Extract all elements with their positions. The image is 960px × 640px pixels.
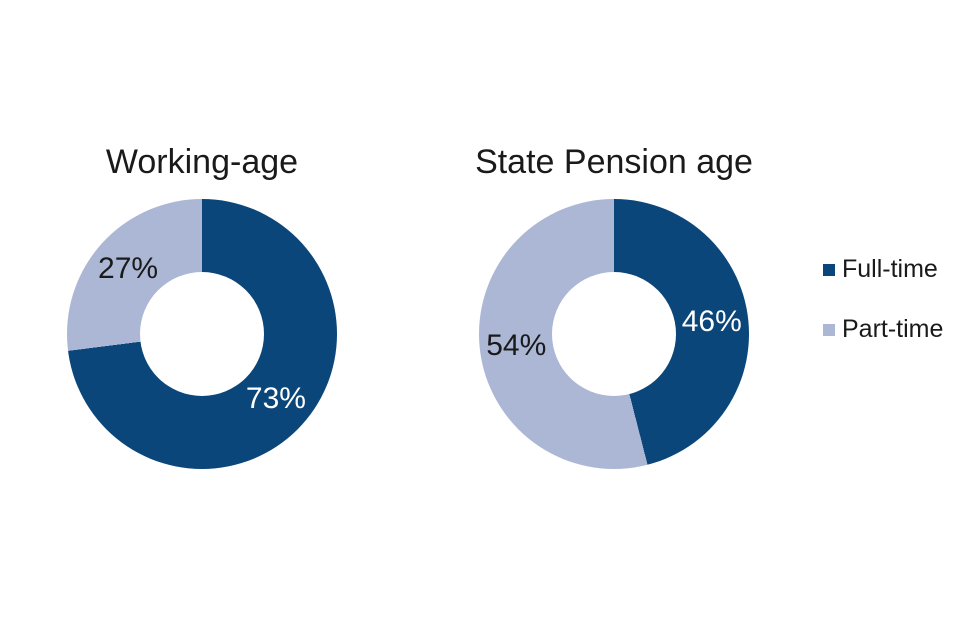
- legend-label-full-time: Full-time: [842, 255, 938, 283]
- legend-item-full-time: Full-time: [823, 257, 943, 282]
- donut-hole: [139, 272, 265, 397]
- donut-state-pension-age: 46% 54%: [479, 199, 749, 470]
- legend-label-part-time: Part-time: [842, 315, 944, 343]
- chart-title-state-pension-age: State Pension age: [475, 143, 753, 181]
- slice-label: 73%: [245, 382, 306, 416]
- slice-label: 27%: [98, 251, 159, 285]
- chart-title-working-age: Working-age: [105, 143, 299, 181]
- slice-label: 46%: [681, 304, 742, 338]
- full-time-swatch-icon: [823, 263, 835, 276]
- legend-item-part-time: Part-time: [823, 317, 943, 342]
- donut-working-age: 73% 27%: [67, 199, 337, 470]
- part-time-swatch-icon: [823, 323, 835, 336]
- donut-chart-working-age: Working-age 73% 27%: [67, 142, 337, 470]
- legend: Full-time Part-time: [823, 257, 943, 342]
- slice-label: 54%: [486, 329, 547, 363]
- donut-hole: [551, 272, 677, 397]
- donut-chart-state-pension-age: State Pension age 46% 54%: [475, 142, 753, 470]
